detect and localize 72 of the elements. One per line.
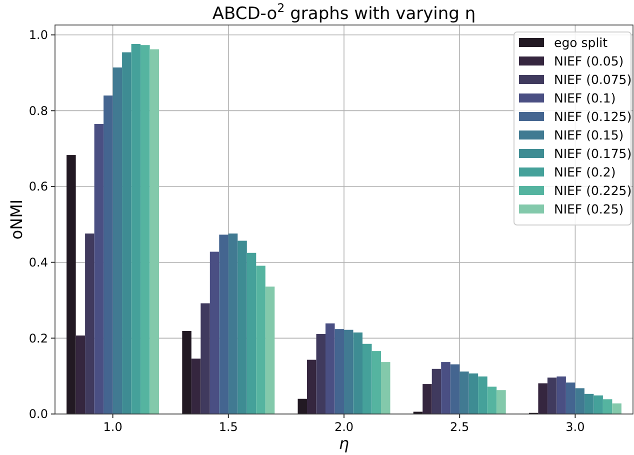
bar <box>556 376 566 414</box>
bar <box>478 376 488 414</box>
bar <box>612 403 622 414</box>
bar <box>441 362 450 414</box>
legend-label: NIEF (0.125) <box>554 108 632 124</box>
bar <box>191 358 201 414</box>
bar <box>547 378 557 414</box>
x-tick-label: 3.0 <box>566 420 585 434</box>
bar <box>602 399 612 414</box>
bar <box>575 388 584 414</box>
bar <box>353 332 362 414</box>
bar <box>76 336 86 414</box>
bar <box>66 155 76 414</box>
bar <box>372 351 381 414</box>
bar <box>316 334 326 414</box>
bar <box>584 394 594 414</box>
bar <box>307 360 316 414</box>
bar <box>238 240 247 414</box>
y-tick-label: 0.8 <box>28 104 48 118</box>
bar <box>422 384 432 414</box>
bar <box>326 323 335 414</box>
legend-label: NIEF (0.225) <box>554 182 632 198</box>
bar <box>122 52 132 414</box>
bar <box>150 49 160 414</box>
legend-label: NIEF (0.2) <box>554 164 616 180</box>
bar <box>104 96 113 414</box>
bar <box>140 45 150 414</box>
bar <box>256 266 266 414</box>
bar <box>468 373 478 414</box>
x-tick-label: 2.5 <box>450 420 470 434</box>
legend-label: NIEF (0.15) <box>554 127 624 142</box>
legend-label: NIEF (0.05) <box>554 53 624 68</box>
bar <box>450 364 460 414</box>
legend-label: NIEF (0.075) <box>554 72 632 87</box>
bar <box>131 44 141 414</box>
bar <box>487 386 497 414</box>
y-tick-label: 0.0 <box>28 407 48 422</box>
x-tick-label: 2.0 <box>334 420 354 434</box>
bar <box>228 234 238 414</box>
bar <box>538 383 548 414</box>
x-tick-label: 1.0 <box>103 420 122 434</box>
y-tick-label: 1.0 <box>28 28 48 42</box>
x-tick-label: 1.5 <box>218 420 238 434</box>
y-tick-label: 0.2 <box>28 331 48 346</box>
bar <box>298 398 308 414</box>
bar <box>460 372 469 414</box>
bar <box>496 390 506 414</box>
bar <box>112 67 122 414</box>
legend-label: NIEF (0.1) <box>554 90 616 106</box>
bar <box>210 252 220 414</box>
y-axis-title: oNMI <box>7 199 26 240</box>
bar <box>94 124 104 414</box>
bar <box>380 362 390 414</box>
bar <box>334 329 344 414</box>
x-axis-title: η <box>338 434 350 453</box>
bar <box>362 344 372 414</box>
bar <box>246 252 256 414</box>
y-tick-label: 0.4 <box>28 256 48 270</box>
bar <box>566 382 576 414</box>
legend-label: ego split <box>554 34 608 50</box>
legend-label: NIEF (0.175) <box>554 146 632 161</box>
bar <box>265 286 275 414</box>
y-tick-label: 0.6 <box>28 180 48 194</box>
bar <box>432 368 442 414</box>
bar <box>594 395 603 414</box>
legend-label: NIEF (0.25) <box>554 201 624 216</box>
chart-title: ABCD-o$^{2}$ graphs with varying η <box>212 1 476 24</box>
bar <box>200 303 210 414</box>
bar <box>344 330 354 414</box>
bar <box>85 234 94 414</box>
bar <box>219 234 228 414</box>
bar <box>182 330 192 414</box>
